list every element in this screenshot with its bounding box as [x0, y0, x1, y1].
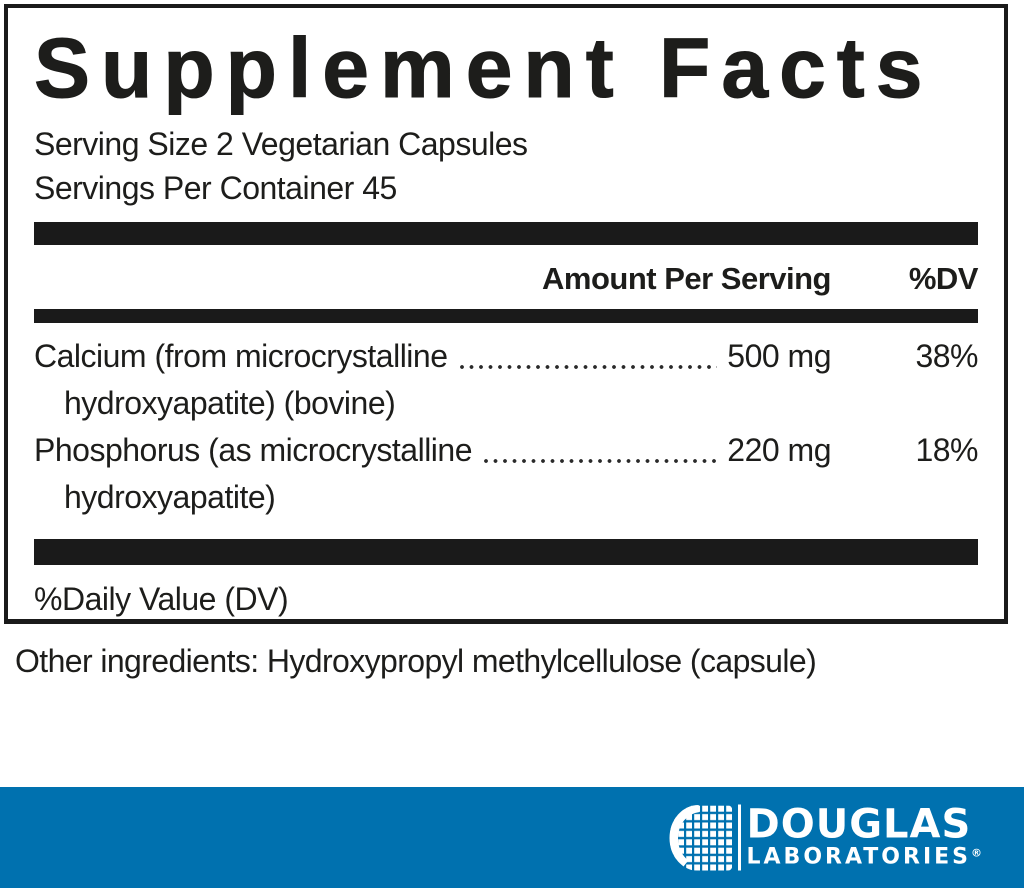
- nutrient-rows: Calcium (from microcrystalline 500 mg 38…: [34, 323, 979, 521]
- nutrient-name: Calcium (from microcrystalline: [34, 338, 448, 374]
- nutrient-name: Phosphorus (as microcrystalline: [34, 432, 473, 468]
- column-header-dv: %DV: [908, 261, 979, 296]
- servings-per-container-line: Servings Per Container 45: [34, 170, 397, 206]
- brand-text: DOUGLAS LABORATORIES®: [746, 801, 982, 869]
- registered-trademark-symbol: ®: [971, 846, 982, 859]
- nutrient-amount: 500 mg: [727, 338, 831, 374]
- dot-leader: [482, 457, 718, 465]
- dot-leader: [457, 363, 718, 371]
- nutrient-row-calcium: Calcium (from microcrystalline 500 mg 38…: [34, 333, 979, 380]
- serving-size-line: Serving Size 2 Vegetarian Capsules: [34, 126, 528, 162]
- nutrient-dv: 38%: [915, 338, 978, 374]
- divider-bar-bottom: [34, 539, 978, 565]
- logo-separator-line: [737, 804, 741, 871]
- column-header-row: Amount Per Serving %DV: [34, 245, 979, 309]
- nutrient-row-continuation: hydroxyapatite) (bovine): [64, 385, 396, 421]
- brand-subname: LABORATORIES®: [747, 845, 982, 869]
- supplement-facts-panel: Supplement Facts Serving Size 2 Vegetari…: [4, 4, 1008, 624]
- nutrient-dv: 18%: [915, 432, 978, 468]
- daily-value-footnote: %Daily Value (DV): [34, 581, 289, 617]
- brand-footer-band: DOUGLAS LABORATORIES®: [0, 787, 1024, 888]
- panel-title: Supplement Facts: [34, 21, 934, 115]
- globe-grid-icon: [669, 804, 733, 871]
- nutrient-row-continuation: hydroxyapatite): [64, 479, 276, 515]
- nutrient-row-main: Calcium (from microcrystalline 500 mg: [34, 333, 831, 380]
- brand-subname-text: LABORATORIES: [746, 844, 971, 869]
- nutrient-row-main: Phosphorus (as microcrystalline 220 mg: [34, 427, 831, 474]
- nutrient-amount: 220 mg: [727, 432, 831, 468]
- divider-bar-header: [34, 309, 978, 323]
- column-header-amount: Amount Per Serving: [542, 261, 832, 296]
- brand-name: DOUGLAS: [746, 801, 972, 847]
- other-ingredients-text: Other ingredients: Hydroxypropyl methylc…: [15, 643, 817, 679]
- nutrient-row-phosphorus: Phosphorus (as microcrystalline 220 mg 1…: [34, 427, 979, 474]
- divider-bar-top: [34, 222, 978, 245]
- douglas-laboratories-logo: DOUGLAS LABORATORIES®: [669, 804, 982, 871]
